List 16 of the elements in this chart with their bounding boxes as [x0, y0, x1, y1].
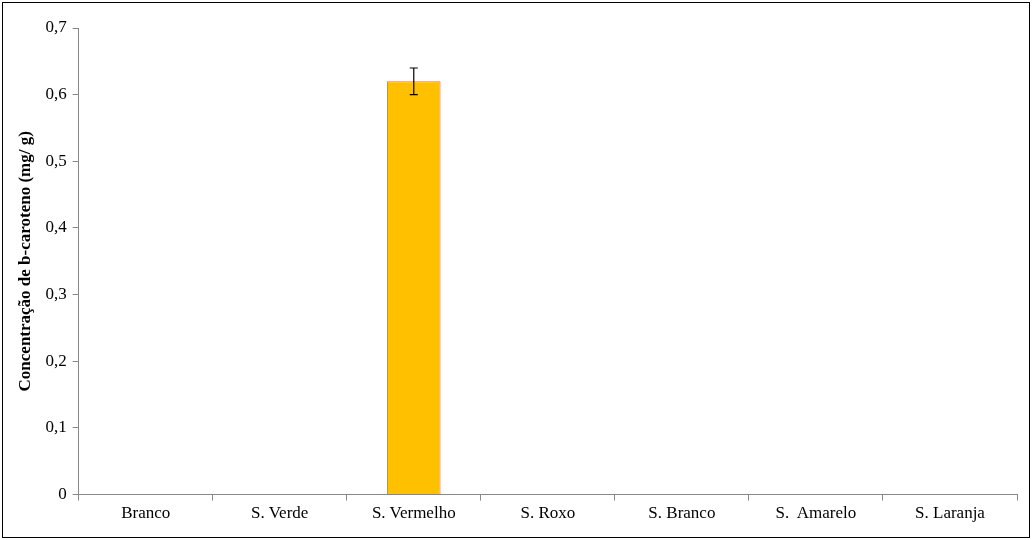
- x-tick-label: S. Amarelo: [775, 503, 857, 523]
- y-tick-label: 0,1: [45, 417, 67, 437]
- x-tick-label: Branco: [121, 503, 171, 523]
- x-tick-label: S. Verde: [251, 503, 309, 523]
- y-tick-label: 0,6: [45, 84, 67, 104]
- x-tick-label: S. Roxo: [520, 503, 576, 523]
- y-tick-label: 0,5: [45, 150, 67, 170]
- x-tick-label: S. Branco: [648, 503, 716, 523]
- y-axis-title: Concentração de b-caroteno (mg/ g): [14, 131, 34, 392]
- y-tick-label: 0,4: [45, 217, 68, 237]
- y-tick-label: 0,2: [45, 350, 67, 370]
- x-tick-label: S. Vermelho: [371, 503, 456, 523]
- y-tick-label: 0: [58, 484, 67, 504]
- y-tick-label: 0,3: [45, 284, 67, 304]
- x-tick-label: S. Laranja: [915, 503, 986, 523]
- y-tick-label: 0,7: [45, 17, 68, 37]
